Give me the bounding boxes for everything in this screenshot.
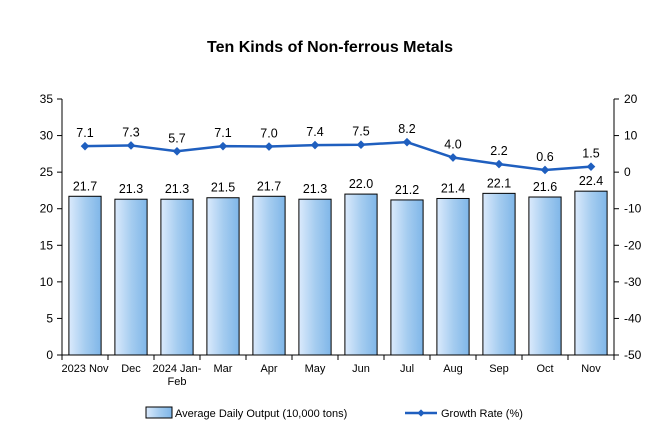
growth-rate-value-label: 8.2 bbox=[398, 122, 415, 136]
x-axis-tick-label: Nov bbox=[581, 363, 601, 375]
bar bbox=[528, 196, 562, 356]
left-axis-tick-label: 5 bbox=[46, 311, 53, 325]
left-axis-tick-label: 0 bbox=[46, 348, 53, 362]
bar bbox=[482, 192, 516, 356]
growth-rate-point bbox=[540, 165, 550, 175]
right-axis-tick-label: 20 bbox=[624, 92, 638, 106]
x-axis-tick-label: Aug bbox=[443, 363, 463, 375]
x-axis-tick-label: Jul bbox=[400, 363, 414, 375]
left-axis-tick-label: 30 bbox=[40, 129, 54, 143]
bar-value-label: 21.5 bbox=[211, 181, 235, 195]
growth-rate-point bbox=[402, 137, 412, 147]
left-axis-tick-label: 10 bbox=[40, 275, 54, 289]
legend: Average Daily Output (10,000 tons) Growth… bbox=[145, 406, 523, 420]
axes: 0 5 10 15 20 25 30 35 -50 -40 -30 -20 -10 0 10 20 2023 N… bbox=[40, 92, 642, 388]
legend-line-label: Growth Rate (%) bbox=[441, 408, 523, 420]
bar bbox=[68, 195, 102, 356]
bar-value-label: 22.4 bbox=[579, 174, 603, 188]
growth-rate-point bbox=[448, 153, 458, 162]
legend-bar-swatch bbox=[145, 406, 173, 419]
bar bbox=[390, 199, 424, 356]
right-axis-tick-label: -20 bbox=[624, 238, 642, 252]
x-axis-tick-label: Oct bbox=[536, 363, 553, 375]
right-axis-tick-label: -50 bbox=[624, 348, 642, 362]
growth-rate-value-label: 2.2 bbox=[490, 144, 507, 158]
growth-rate-point bbox=[80, 141, 90, 151]
x-axis-tick-label: Mar bbox=[214, 363, 233, 375]
bar bbox=[252, 195, 286, 356]
bar bbox=[114, 198, 148, 356]
bar-value-label: 21.3 bbox=[165, 182, 189, 196]
x-axis-tick-label: Apr bbox=[260, 363, 277, 375]
x-axis-tick-label: Dec bbox=[121, 363, 141, 375]
right-axis-tick-label: -30 bbox=[624, 275, 642, 289]
growth-rate-value-label: 7.4 bbox=[306, 125, 323, 139]
growth-rate-value-label: 7.5 bbox=[352, 125, 369, 139]
growth-rate-point bbox=[494, 159, 504, 169]
bar-value-label: 21.6 bbox=[533, 180, 557, 194]
growth-rate-value-label: 7.3 bbox=[122, 125, 139, 139]
bar-value-label: 21.7 bbox=[73, 179, 97, 193]
bar-value-label: 22.0 bbox=[349, 177, 373, 191]
growth-rate-point bbox=[310, 140, 320, 150]
growth-rate-point bbox=[264, 142, 274, 151]
right-axis-tick-label: -10 bbox=[624, 202, 642, 216]
growth-rate-value-label: 7.1 bbox=[214, 126, 231, 140]
x-axis-tick-label: 2024 Jan-Feb bbox=[153, 363, 202, 388]
growth-rate-value-label: 1.5 bbox=[582, 147, 599, 161]
legend-bar-label: Average Daily Output (10,000 tons) bbox=[175, 408, 347, 420]
growth-rate-value-label: 4.0 bbox=[444, 138, 461, 152]
left-axis-tick-label: 20 bbox=[40, 202, 54, 216]
right-axis-tick-label: -40 bbox=[624, 311, 642, 325]
growth-rate-point bbox=[586, 162, 596, 171]
x-axis-tick-label: Sep bbox=[489, 363, 509, 375]
x-axis-tick-label: May bbox=[305, 363, 326, 375]
growth-rate-line bbox=[84, 140, 592, 172]
right-axis-tick-label: 10 bbox=[624, 129, 638, 143]
bar bbox=[574, 190, 608, 356]
left-axis-tick-label: 15 bbox=[40, 238, 54, 252]
growth-rate-value-label: 5.7 bbox=[168, 131, 185, 145]
growth-rate-point bbox=[218, 141, 228, 151]
bar-value-label: 21.4 bbox=[441, 181, 465, 195]
bar-value-label: 21.2 bbox=[395, 183, 419, 197]
left-axis-tick-label: 35 bbox=[40, 92, 54, 106]
bar bbox=[298, 198, 332, 356]
bar-value-label: 21.7 bbox=[257, 179, 281, 193]
bar bbox=[206, 197, 240, 356]
growth-rate-value-label: 7.0 bbox=[260, 127, 277, 141]
left-axis-tick-label: 25 bbox=[40, 165, 54, 179]
x-axis-tick-label: 2023 Nov bbox=[61, 363, 109, 375]
bar-value-label: 21.3 bbox=[119, 182, 143, 196]
bars bbox=[68, 190, 608, 356]
line-series bbox=[80, 137, 596, 175]
bar-value-label: 22.1 bbox=[487, 176, 511, 190]
bar bbox=[160, 198, 194, 356]
bar bbox=[436, 197, 470, 356]
growth-rate-value-label: 7.1 bbox=[76, 126, 93, 140]
growth-rate-point bbox=[126, 141, 136, 150]
bar bbox=[344, 193, 378, 356]
chart-title: Ten Kinds of Non-ferrous Metals bbox=[207, 39, 453, 56]
growth-rate-value-label: 0.6 bbox=[536, 150, 553, 164]
legend-line-marker bbox=[417, 409, 425, 417]
right-axis-tick-label: 0 bbox=[624, 165, 631, 179]
growth-rate-point bbox=[356, 140, 366, 150]
data-labels: 21.7 21.3 21.3 21.5 21.7 21.3 22.0 21.2 21.4 22.1… bbox=[73, 122, 603, 197]
bar-value-label: 21.3 bbox=[303, 182, 327, 196]
growth-rate-point bbox=[172, 146, 182, 156]
x-axis-tick-label: Jun bbox=[352, 363, 370, 375]
